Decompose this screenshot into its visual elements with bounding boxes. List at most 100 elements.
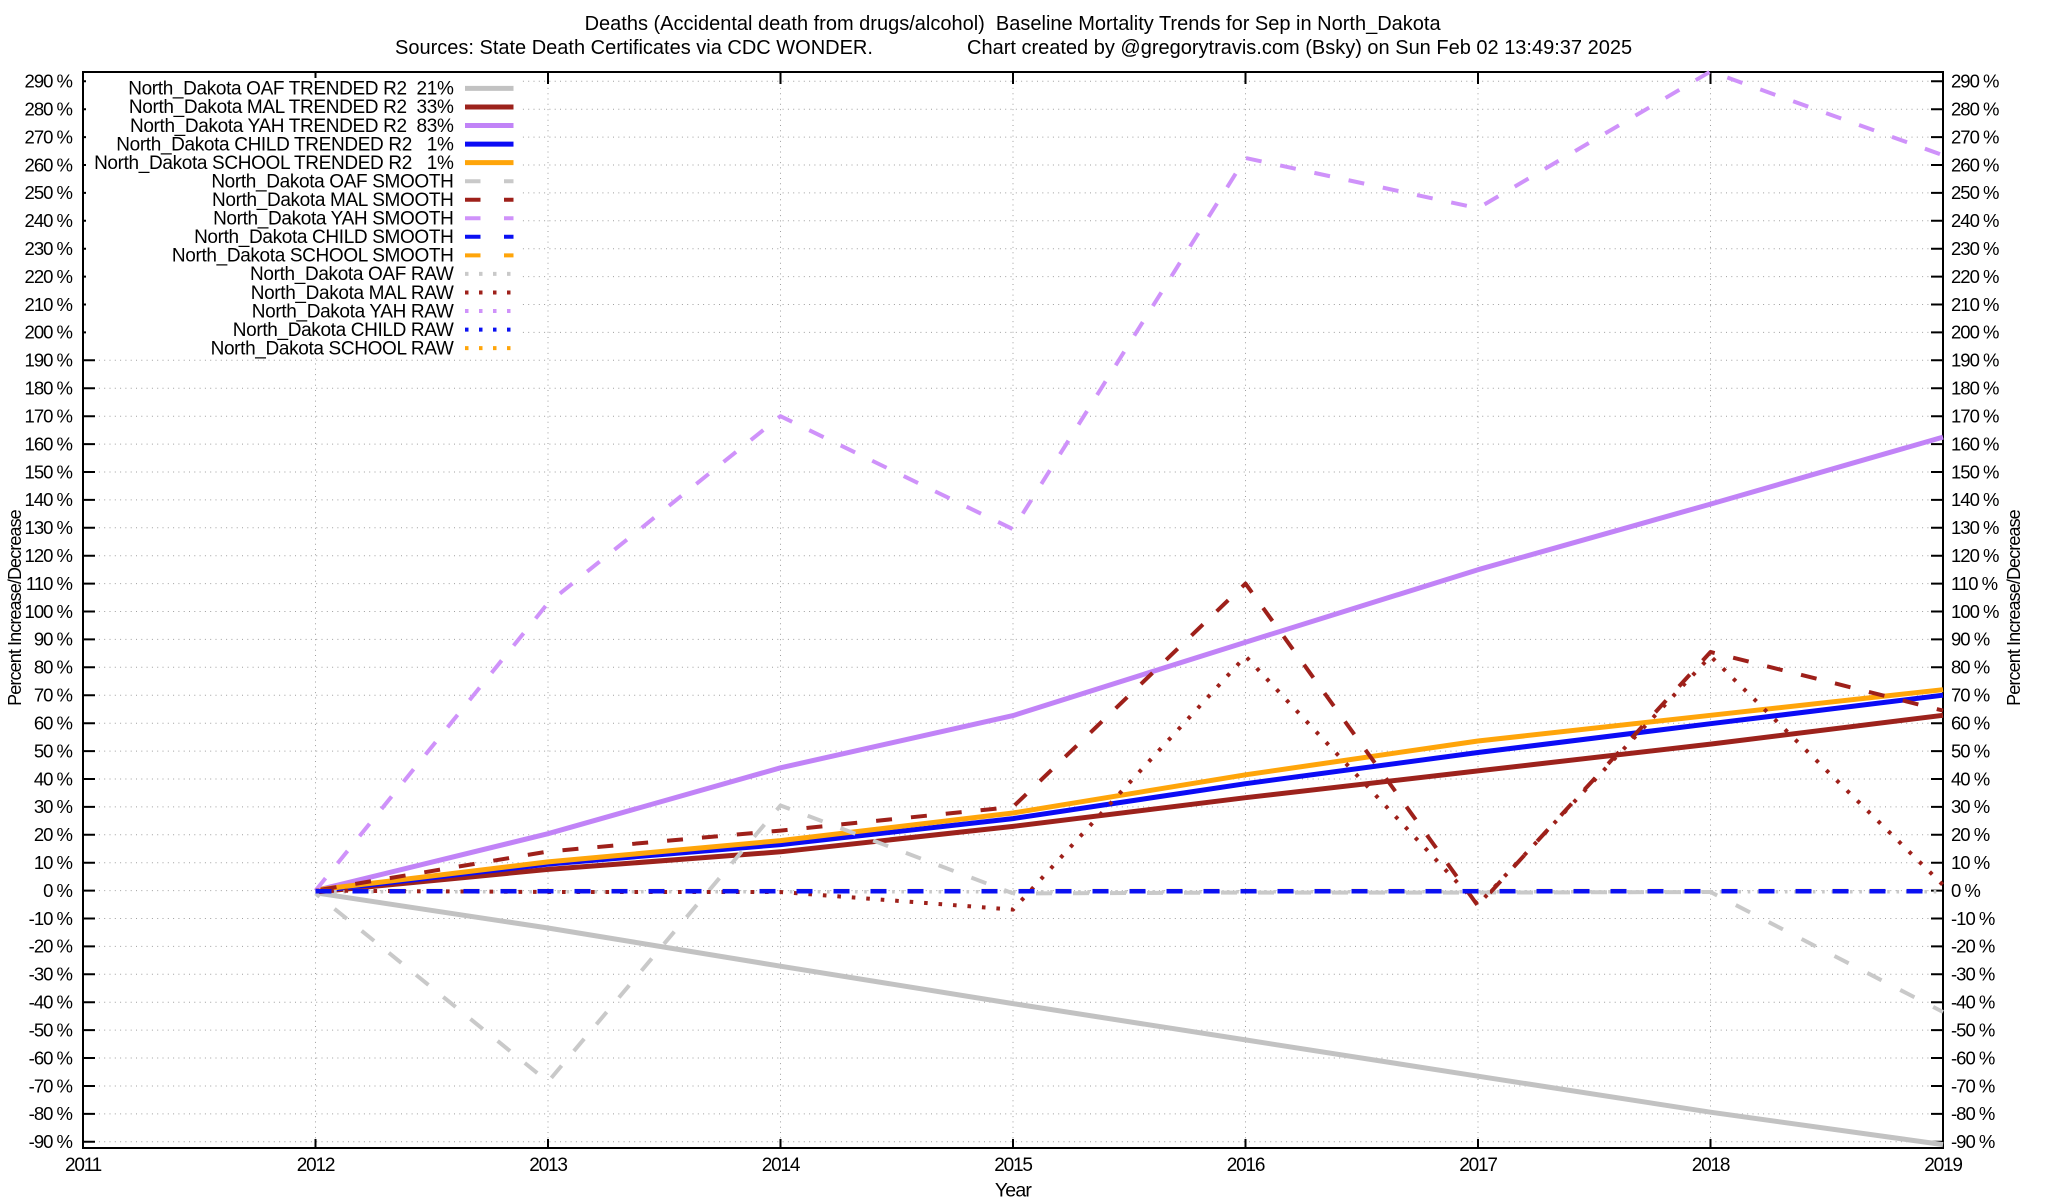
svg-text:230 %: 230 %: [25, 238, 73, 259]
svg-text:2017: 2017: [1459, 1155, 1497, 1176]
svg-text:-60 %: -60 %: [29, 1047, 73, 1068]
svg-text:130 %: 130 %: [25, 517, 73, 538]
svg-text:80 %: 80 %: [34, 657, 73, 678]
svg-text:160 %: 160 %: [25, 433, 73, 454]
svg-text:140 %: 140 %: [25, 489, 73, 510]
svg-text:280 %: 280 %: [1951, 99, 1999, 120]
svg-text:270 %: 270 %: [25, 126, 73, 147]
svg-text:2018: 2018: [1692, 1155, 1730, 1176]
svg-text:100 %: 100 %: [25, 601, 73, 622]
svg-text:2013: 2013: [529, 1155, 567, 1176]
svg-text:170 %: 170 %: [1951, 406, 1999, 427]
svg-text:-80 %: -80 %: [1951, 1103, 1995, 1124]
svg-text:North_Dakota MAL RAW: North_Dakota MAL RAW: [251, 283, 454, 304]
svg-text:270 %: 270 %: [1951, 126, 1999, 147]
svg-text:50 %: 50 %: [1951, 740, 1990, 761]
svg-text:-90 %: -90 %: [29, 1131, 73, 1152]
svg-text:-80 %: -80 %: [29, 1103, 73, 1124]
svg-text:-70 %: -70 %: [1951, 1075, 1995, 1096]
svg-text:-10 %: -10 %: [1951, 908, 1995, 929]
svg-text:160 %: 160 %: [1951, 433, 1999, 454]
svg-text:200 %: 200 %: [25, 322, 73, 343]
svg-text:Chart created by @gregorytravi: Chart created by @gregorytravis.com (Bsk…: [967, 37, 1632, 59]
svg-text:2014: 2014: [762, 1155, 801, 1176]
svg-text:2012: 2012: [297, 1155, 335, 1176]
svg-text:110 %: 110 %: [1951, 573, 1998, 594]
svg-text:-50 %: -50 %: [1951, 1019, 1995, 1040]
svg-text:150 %: 150 %: [25, 461, 73, 482]
svg-text:North_Dakota CHILD SMOOTH: North_Dakota CHILD SMOOTH: [194, 227, 453, 248]
svg-text:20 %: 20 %: [1951, 824, 1990, 845]
svg-text:180 %: 180 %: [1951, 378, 1999, 399]
svg-text:60 %: 60 %: [34, 713, 73, 734]
svg-text:North_Dakota CHILD TRENDED R2: North_Dakota CHILD TRENDED R2 1%: [116, 134, 454, 155]
svg-text:-40 %: -40 %: [29, 992, 73, 1013]
svg-text:120 %: 120 %: [25, 545, 73, 566]
svg-text:250 %: 250 %: [25, 182, 73, 203]
svg-text:-90 %: -90 %: [1951, 1131, 1995, 1152]
svg-text:200 %: 200 %: [1951, 322, 1999, 343]
svg-text:-60 %: -60 %: [1951, 1047, 1995, 1068]
svg-text:-20 %: -20 %: [29, 936, 73, 957]
svg-text:260 %: 260 %: [1951, 154, 1999, 175]
svg-text:2015: 2015: [994, 1155, 1032, 1176]
svg-text:0 %: 0 %: [1951, 880, 1980, 901]
svg-text:110 %: 110 %: [26, 573, 73, 594]
svg-text:130 %: 130 %: [1951, 517, 1999, 538]
svg-text:90 %: 90 %: [34, 629, 73, 650]
svg-text:70 %: 70 %: [1951, 685, 1990, 706]
svg-text:120 %: 120 %: [1951, 545, 1999, 566]
svg-text:240 %: 240 %: [25, 210, 73, 231]
svg-text:240 %: 240 %: [1951, 210, 1999, 231]
svg-text:40 %: 40 %: [34, 768, 73, 789]
svg-text:North_Dakota SCHOOL SMOOTH: North_Dakota SCHOOL SMOOTH: [172, 246, 454, 267]
svg-text:-10 %: -10 %: [29, 908, 73, 929]
svg-text:2019: 2019: [1924, 1155, 1962, 1176]
svg-text:Year: Year: [995, 1180, 1033, 1200]
svg-text:220 %: 220 %: [25, 266, 73, 287]
svg-text:-30 %: -30 %: [1951, 964, 1995, 985]
svg-text:140 %: 140 %: [1951, 489, 1999, 510]
svg-text:-50 %: -50 %: [29, 1019, 73, 1040]
svg-text:North_Dakota YAH RAW: North_Dakota YAH RAW: [252, 301, 454, 322]
svg-text:2011: 2011: [65, 1155, 102, 1176]
svg-text:2016: 2016: [1227, 1155, 1265, 1176]
svg-text:30 %: 30 %: [1951, 796, 1990, 817]
svg-text:North_Dakota YAH SMOOTH: North_Dakota YAH SMOOTH: [213, 209, 453, 230]
svg-text:North_Dakota OAF TRENDED R2 2: North_Dakota OAF TRENDED R2 21%: [128, 79, 454, 100]
svg-text:190 %: 190 %: [1951, 350, 1999, 371]
svg-text:100 %: 100 %: [1951, 601, 1999, 622]
svg-text:20 %: 20 %: [34, 824, 73, 845]
svg-text:220 %: 220 %: [1951, 266, 1999, 287]
svg-text:Deaths (Accidental death from: Deaths (Accidental death from drugs/alco…: [585, 13, 1442, 35]
svg-text:70 %: 70 %: [34, 685, 73, 706]
svg-text:290 %: 290 %: [1951, 71, 1999, 92]
svg-text:0 %: 0 %: [43, 880, 72, 901]
svg-text:40 %: 40 %: [1951, 768, 1990, 789]
svg-text:-40 %: -40 %: [1951, 992, 1995, 1013]
svg-text:North_Dakota YAH TRENDED R2 8: North_Dakota YAH TRENDED R2 83%: [130, 116, 454, 137]
svg-text:60 %: 60 %: [1951, 713, 1990, 734]
svg-text:10 %: 10 %: [1951, 852, 1990, 873]
svg-text:190 %: 190 %: [25, 350, 73, 371]
svg-text:250 %: 250 %: [1951, 182, 1999, 203]
svg-text:180 %: 180 %: [25, 378, 73, 399]
svg-text:-20 %: -20 %: [1951, 936, 1995, 957]
svg-text:260 %: 260 %: [25, 154, 73, 175]
svg-text:170 %: 170 %: [25, 406, 73, 427]
svg-text:230 %: 230 %: [1951, 238, 1999, 259]
svg-text:North_Dakota OAF RAW: North_Dakota OAF RAW: [250, 264, 454, 285]
svg-text:150 %: 150 %: [1951, 461, 1999, 482]
svg-text:290 %: 290 %: [25, 71, 73, 92]
svg-text:Percent Increase/Decrease: Percent Increase/Decrease: [2004, 509, 2024, 705]
svg-text:30 %: 30 %: [34, 796, 73, 817]
svg-text:Percent Increase/Decrease: Percent Increase/Decrease: [5, 509, 25, 705]
svg-text:North_Dakota OAF SMOOTH: North_Dakota OAF SMOOTH: [211, 172, 453, 193]
svg-text:-70 %: -70 %: [29, 1075, 73, 1096]
svg-text:80 %: 80 %: [1951, 657, 1990, 678]
svg-text:10 %: 10 %: [34, 852, 73, 873]
svg-text:90 %: 90 %: [1951, 629, 1990, 650]
svg-text:-30 %: -30 %: [29, 964, 73, 985]
svg-text:50 %: 50 %: [34, 740, 73, 761]
svg-text:280 %: 280 %: [25, 99, 73, 120]
